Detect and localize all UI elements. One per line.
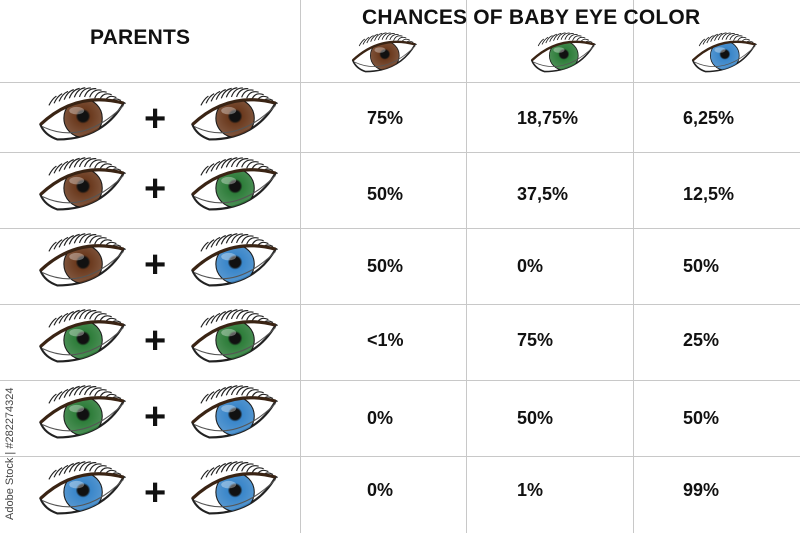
green-parent-eye-icon — [186, 154, 282, 223]
brown-chance-value: 50% — [367, 256, 404, 276]
parents-heading: PARENTS — [90, 26, 191, 49]
plus-icon: + — [144, 168, 167, 210]
table-row: + 50% 37,5% 12,5% — [0, 152, 800, 228]
green-result-eye-icon — [527, 30, 599, 83]
grid-line — [0, 228, 800, 229]
table-row: + 0% 1% 99% — [0, 456, 800, 533]
green-chance-value: 37,5% — [517, 184, 569, 204]
table-row: + 75% 18,75% 6,25% — [0, 82, 800, 152]
brown-parent-eye-icon — [34, 230, 130, 299]
brown-eye-icon — [191, 87, 278, 141]
brown-eye-icon — [39, 233, 126, 287]
blue-parent-eye-icon — [186, 382, 282, 451]
green-eye-icon — [191, 309, 278, 363]
green-chance-value: 0% — [517, 256, 544, 276]
grid-line — [0, 152, 800, 153]
grid-line — [300, 0, 301, 533]
green-chance-value: 75% — [517, 330, 554, 350]
green-parent-eye-icon — [186, 306, 282, 375]
grid-line — [633, 0, 634, 533]
brown-parent-eye-icon — [34, 154, 130, 223]
grid-line — [466, 0, 467, 533]
brown-result-eye-icon — [348, 30, 420, 83]
green-eye-icon — [530, 32, 596, 73]
chances-heading: CHANCES OF BABY EYE COLOR — [362, 6, 701, 29]
green-chance-value: 18,75% — [517, 108, 579, 128]
table-row: + 50% 0% 50% — [0, 228, 800, 304]
plus-icon: + — [144, 396, 167, 438]
blue-result-eye-icon — [688, 30, 760, 83]
grid-line — [0, 304, 800, 305]
plus-icon: + — [144, 472, 167, 514]
green-eye-icon — [191, 157, 278, 211]
brown-chance-value: <1% — [367, 330, 404, 350]
brown-parent-eye-icon — [34, 84, 130, 153]
grid-line — [0, 380, 800, 381]
brown-eye-icon — [39, 87, 126, 141]
plus-icon: + — [144, 244, 167, 286]
green-parent-eye-icon — [34, 306, 130, 375]
blue-chance-value: 50% — [683, 408, 720, 428]
blue-parent-eye-icon — [34, 458, 130, 527]
blue-chance-value: 99% — [683, 480, 720, 500]
grid-line — [0, 456, 800, 457]
plus-icon: + — [144, 320, 167, 362]
green-eye-icon — [39, 309, 126, 363]
blue-chance-value: 12,5% — [683, 184, 735, 204]
blue-chance-value: 6,25% — [683, 108, 735, 128]
blue-eye-icon — [691, 32, 757, 73]
brown-chance-value: 50% — [367, 184, 404, 204]
brown-eye-icon — [351, 32, 417, 73]
brown-chance-value: 0% — [367, 408, 394, 428]
blue-eye-icon — [191, 461, 278, 515]
plus-icon: + — [144, 98, 167, 140]
green-chance-value: 50% — [517, 408, 554, 428]
stock-watermark: Adobe Stock | #282274324 — [4, 387, 16, 520]
blue-parent-eye-icon — [186, 458, 282, 527]
blue-chance-value: 25% — [683, 330, 720, 350]
green-chance-value: 1% — [517, 480, 544, 500]
blue-eye-icon — [191, 233, 278, 287]
green-parent-eye-icon — [34, 382, 130, 451]
table-row: + <1% 75% 25% — [0, 304, 800, 380]
blue-chance-value: 50% — [683, 256, 720, 276]
green-eye-icon — [39, 385, 126, 439]
brown-parent-eye-icon — [186, 84, 282, 153]
brown-chance-value: 75% — [367, 108, 404, 128]
blue-parent-eye-icon — [186, 230, 282, 299]
blue-eye-icon — [191, 385, 278, 439]
brown-chance-value: 0% — [367, 480, 394, 500]
brown-eye-icon — [39, 157, 126, 211]
grid-line — [0, 82, 800, 83]
table-row: + 0% 50% 50% — [0, 380, 800, 456]
blue-eye-icon — [39, 461, 126, 515]
